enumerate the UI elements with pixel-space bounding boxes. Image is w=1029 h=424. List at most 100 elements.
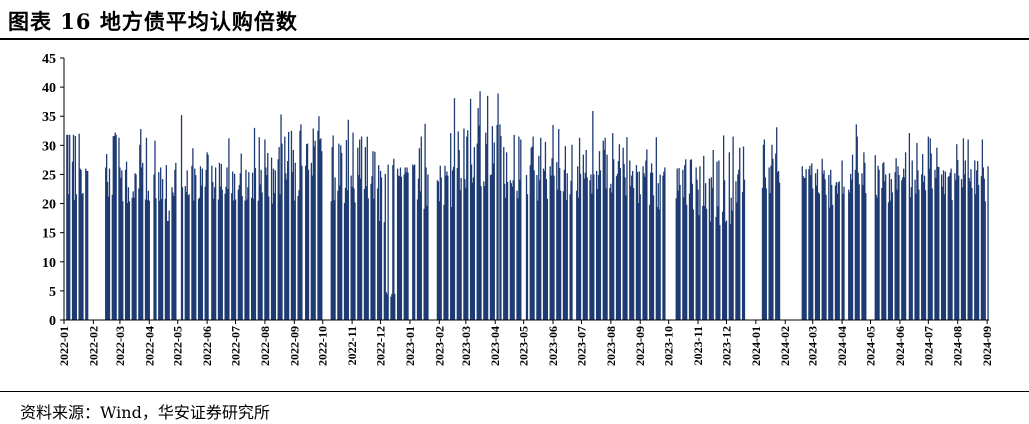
bar-2022-11-28 bbox=[377, 188, 379, 320]
bar-2022-12-14 bbox=[392, 165, 394, 320]
bar-2024-06-28 bbox=[924, 190, 927, 320]
bar-2023-06-19 bbox=[569, 194, 571, 320]
bar-2022-11-30 bbox=[378, 221, 381, 320]
bar-2022-05-31 bbox=[205, 169, 207, 320]
bar-2024-05-13 bbox=[881, 187, 883, 320]
bar-2023-10-10 bbox=[676, 168, 678, 320]
y-tick-label: 35 bbox=[42, 110, 56, 125]
bar-2023-03-13 bbox=[476, 143, 478, 320]
bar-2023-11-15 bbox=[710, 177, 712, 320]
bar-2023-04-26 bbox=[518, 136, 520, 320]
bar-2024-03-14 bbox=[824, 179, 826, 320]
x-tick-label: 2022-11 bbox=[345, 326, 359, 365]
y-tick-label: 15 bbox=[42, 227, 56, 242]
bar-2024-05-28 bbox=[895, 158, 897, 320]
bar-2022-07-14 bbox=[247, 187, 249, 320]
bar-2024-05-09 bbox=[877, 165, 879, 320]
bar-2022-10-17 bbox=[337, 190, 339, 320]
bar-2023-04-28 bbox=[520, 139, 522, 320]
bar-2024-04-26 bbox=[865, 193, 867, 320]
bar-2022-08-09 bbox=[271, 203, 274, 320]
bar-2022-09-16 bbox=[307, 169, 310, 320]
bar-2024-08-23 bbox=[977, 184, 980, 320]
bar-2023-02-03 bbox=[440, 177, 442, 320]
bar-2023-01-31 bbox=[437, 181, 440, 320]
bar-2023-06-21 bbox=[571, 144, 573, 320]
bar-2023-09-14 bbox=[651, 172, 654, 320]
x-tick-label: 2024-08 bbox=[951, 326, 965, 366]
bar-2024-04-22 bbox=[861, 173, 863, 320]
bar-2022-06-06 bbox=[211, 165, 213, 320]
bar-2022-11-29 bbox=[378, 165, 380, 320]
bar-2023-01-09 bbox=[416, 199, 419, 320]
bar-2024-03-21 bbox=[831, 184, 833, 320]
chart-axes bbox=[63, 58, 989, 321]
bar-2023-09-01 bbox=[639, 194, 641, 320]
bar-2023-06-08 bbox=[559, 168, 561, 320]
bar-2022-11-10 bbox=[359, 178, 362, 320]
bar-2022-09-09 bbox=[301, 165, 303, 320]
bar-2023-07-20 bbox=[598, 151, 601, 320]
bar-2022-06-07 bbox=[212, 182, 214, 320]
bar-2022-09-23 bbox=[314, 140, 316, 320]
bar-2024-03-29 bbox=[838, 181, 840, 320]
bar-2024-07-02 bbox=[928, 168, 930, 320]
bar-2024-08-19 bbox=[974, 160, 976, 320]
bar-2024-02-29 bbox=[811, 163, 813, 320]
bar-2022-07-11 bbox=[244, 200, 246, 320]
bar-2024-05-10 bbox=[878, 169, 880, 320]
bar-2024-04-23 bbox=[862, 184, 864, 320]
bar-2023-05-23 bbox=[543, 170, 546, 320]
bar-2022-12-20 bbox=[397, 175, 400, 320]
bar-2022-10-10 bbox=[330, 201, 332, 320]
bar-2023-10-16 bbox=[682, 169, 684, 320]
bar-2022-05-13 bbox=[188, 194, 190, 320]
bar-2022-10-21 bbox=[341, 152, 343, 320]
bar-2024-06-11 bbox=[908, 133, 911, 320]
bar-2022-11-18 bbox=[367, 198, 369, 320]
bar-2022-08-30 bbox=[291, 172, 294, 320]
bar-2022-01-26 bbox=[87, 170, 89, 320]
bar-2023-05-29 bbox=[549, 166, 551, 320]
bar-2024-07-23 bbox=[948, 176, 950, 320]
bar-2024-01-15 bbox=[768, 167, 770, 320]
bar-2022-12-19 bbox=[396, 168, 399, 320]
bar-2023-07-19 bbox=[597, 175, 600, 320]
bar-2023-10-25 bbox=[690, 159, 693, 320]
bar-2022-07-07 bbox=[240, 153, 242, 320]
bar-2022-07-18 bbox=[251, 197, 253, 320]
bar-2023-07-03 bbox=[582, 154, 585, 320]
bar-2022-03-22 bbox=[139, 144, 141, 320]
bar-2023-08-07 bbox=[615, 176, 618, 320]
bar-2024-07-26 bbox=[951, 200, 953, 320]
bar-2022-03-25 bbox=[142, 162, 144, 320]
bar-2024-05-31 bbox=[898, 175, 900, 320]
bar-2024-01-22 bbox=[775, 153, 777, 320]
bar-2022-09-05 bbox=[297, 195, 299, 320]
bar-2024-02-23 bbox=[805, 169, 807, 320]
bar-2022-03-03 bbox=[121, 170, 123, 320]
bar-2024-01-23 bbox=[776, 127, 778, 320]
bar-2022-10-31 bbox=[350, 175, 352, 320]
bar-2022-10-25 bbox=[344, 187, 347, 320]
bar-2023-02-07 bbox=[444, 165, 446, 320]
bar-2022-08-24 bbox=[286, 179, 288, 320]
bar-2022-06-30 bbox=[233, 173, 236, 320]
bar-2024-05-29 bbox=[896, 189, 898, 320]
bar-2022-09-14 bbox=[305, 144, 308, 320]
bar-2022-08-12 bbox=[274, 170, 276, 320]
bar-2024-03-11 bbox=[821, 158, 823, 320]
bar-2024-01-11 bbox=[764, 177, 766, 320]
bar-2022-11-14 bbox=[363, 189, 366, 320]
bar-2023-09-18 bbox=[655, 137, 657, 320]
bar-2022-09-13 bbox=[305, 165, 307, 320]
bar-2022-08-18 bbox=[280, 114, 282, 320]
bar-2022-07-27 bbox=[259, 184, 261, 320]
bar-2024-08-26 bbox=[980, 176, 983, 320]
bar-2023-04-06 bbox=[499, 124, 501, 321]
bar-2023-11-17 bbox=[712, 149, 714, 320]
bar-2022-11-08 bbox=[358, 175, 360, 320]
bar-2024-01-10 bbox=[763, 139, 766, 320]
bar-2023-10-30 bbox=[695, 167, 697, 320]
bar-2023-11-23 bbox=[718, 160, 720, 320]
